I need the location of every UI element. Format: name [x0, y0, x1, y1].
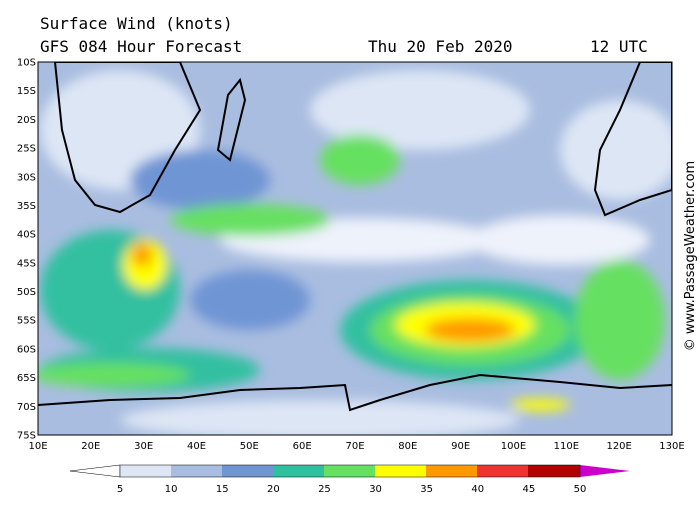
colorbar-label: 5 — [117, 484, 123, 495]
longitude-label: 80E — [398, 441, 417, 452]
longitude-label: 130E — [659, 441, 684, 452]
longitude-label: 30E — [134, 441, 153, 452]
longitude-label: 90E — [451, 441, 470, 452]
longitude-label: 60E — [293, 441, 312, 452]
latitude-label: 15S — [17, 86, 36, 97]
latitude-label: 40S — [17, 230, 36, 241]
longitude-label: 20E — [81, 441, 100, 452]
longitude-label: 50E — [240, 441, 259, 452]
longitude-labels: 10E 20E 30E 40E 50E 60E 70E 80E 90E 100E 110E 120E 1… — [28, 441, 684, 452]
colorbar-label: 40 — [471, 484, 484, 495]
latitude-label: 70S — [17, 402, 36, 413]
latitude-label: 55S — [17, 316, 36, 327]
credit: © www.PassageWeather.com — [683, 161, 698, 351]
latitude-label: 75S — [17, 431, 36, 442]
model: GFS 084 Hour Forecast — [40, 37, 242, 56]
latitude-label: 50S — [17, 287, 36, 298]
colorbar — [69, 464, 630, 478]
colorbar-label: 30 — [369, 484, 382, 495]
map — [38, 62, 672, 435]
latitude-label: 25S — [17, 144, 36, 155]
latitude-label: 35S — [17, 201, 36, 212]
date: Thu 20 Feb 2020 — [368, 37, 513, 56]
latitude-label: 60S — [17, 344, 36, 355]
longitude-label: 100E — [501, 441, 526, 452]
colorbar-label: 15 — [216, 484, 229, 495]
latitude-label: 20S — [17, 115, 36, 126]
colorbar-labels: 5 10 15 20 25 30 35 40 45 50 — [117, 484, 587, 495]
colorbar-label: 25 — [318, 484, 331, 495]
longitude-label: 10E — [28, 441, 47, 452]
latitude-label: 10S — [17, 58, 36, 69]
colorbar-label: 50 — [574, 484, 587, 495]
latitude-labels: 10S 15S 20S 25S 30S 35S 40S 45S 50S 55S 60S 65S 70S 7… — [17, 58, 36, 442]
latitude-label: 65S — [17, 373, 36, 384]
title: Surface Wind (knots) — [40, 14, 233, 33]
colorbar-label: 10 — [165, 484, 178, 495]
latitude-label: 45S — [17, 258, 36, 269]
colorbar-label: 35 — [420, 484, 433, 495]
map-frame — [37, 61, 673, 436]
longitude-label: 120E — [606, 441, 631, 452]
longitude-label: 40E — [187, 441, 206, 452]
latitude-label: 30S — [17, 172, 36, 183]
colorbar-label: 20 — [267, 484, 280, 495]
longitude-label: 110E — [554, 441, 579, 452]
colorbar-label: 45 — [523, 484, 536, 495]
longitude-label: 70E — [345, 441, 364, 452]
time: 12 UTC — [590, 37, 648, 56]
